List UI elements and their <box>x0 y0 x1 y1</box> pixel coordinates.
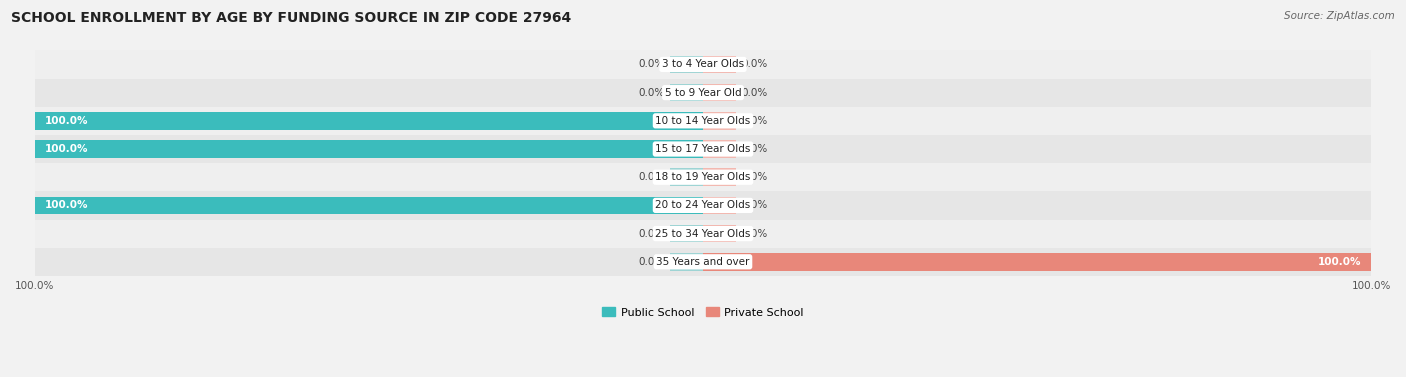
Text: 100.0%: 100.0% <box>1317 257 1361 267</box>
Text: 10 to 14 Year Olds: 10 to 14 Year Olds <box>655 116 751 126</box>
Text: 0.0%: 0.0% <box>742 201 768 210</box>
Bar <box>669 225 703 242</box>
Text: 0.0%: 0.0% <box>638 172 664 182</box>
Bar <box>35 107 1371 135</box>
Bar <box>703 253 1371 271</box>
Bar <box>669 56 703 73</box>
Bar <box>35 163 1371 191</box>
Bar <box>669 253 703 271</box>
Text: 0.0%: 0.0% <box>742 116 768 126</box>
Bar <box>669 169 703 186</box>
Text: SCHOOL ENROLLMENT BY AGE BY FUNDING SOURCE IN ZIP CODE 27964: SCHOOL ENROLLMENT BY AGE BY FUNDING SOUR… <box>11 11 571 25</box>
Bar <box>35 248 1371 276</box>
Text: 0.0%: 0.0% <box>742 60 768 69</box>
Bar <box>35 197 703 214</box>
Bar <box>35 78 1371 107</box>
Text: 100.0%: 100.0% <box>45 144 89 154</box>
Text: 0.0%: 0.0% <box>742 228 768 239</box>
Text: 0.0%: 0.0% <box>742 87 768 98</box>
Bar <box>703 225 737 242</box>
Text: 5 to 9 Year Old: 5 to 9 Year Old <box>665 87 741 98</box>
Text: 0.0%: 0.0% <box>742 172 768 182</box>
Text: 35 Years and over: 35 Years and over <box>657 257 749 267</box>
Bar <box>669 84 703 101</box>
Bar <box>703 169 737 186</box>
Bar <box>35 112 703 130</box>
Bar <box>35 135 1371 163</box>
Bar <box>35 51 1371 78</box>
Text: 0.0%: 0.0% <box>638 257 664 267</box>
Bar <box>703 56 737 73</box>
Text: 25 to 34 Year Olds: 25 to 34 Year Olds <box>655 228 751 239</box>
Text: 0.0%: 0.0% <box>638 87 664 98</box>
Text: 100.0%: 100.0% <box>45 116 89 126</box>
Text: 0.0%: 0.0% <box>638 60 664 69</box>
Bar <box>35 140 703 158</box>
Text: 3 to 4 Year Olds: 3 to 4 Year Olds <box>662 60 744 69</box>
Text: 0.0%: 0.0% <box>742 144 768 154</box>
Text: 100.0%: 100.0% <box>45 201 89 210</box>
Bar <box>703 112 737 130</box>
Bar <box>703 140 737 158</box>
Text: 18 to 19 Year Olds: 18 to 19 Year Olds <box>655 172 751 182</box>
Text: 0.0%: 0.0% <box>638 228 664 239</box>
Text: 15 to 17 Year Olds: 15 to 17 Year Olds <box>655 144 751 154</box>
Legend: Public School, Private School: Public School, Private School <box>598 303 808 322</box>
Text: 20 to 24 Year Olds: 20 to 24 Year Olds <box>655 201 751 210</box>
Bar <box>35 219 1371 248</box>
Bar <box>703 197 737 214</box>
Bar <box>703 84 737 101</box>
Bar <box>35 191 1371 219</box>
Text: Source: ZipAtlas.com: Source: ZipAtlas.com <box>1284 11 1395 21</box>
